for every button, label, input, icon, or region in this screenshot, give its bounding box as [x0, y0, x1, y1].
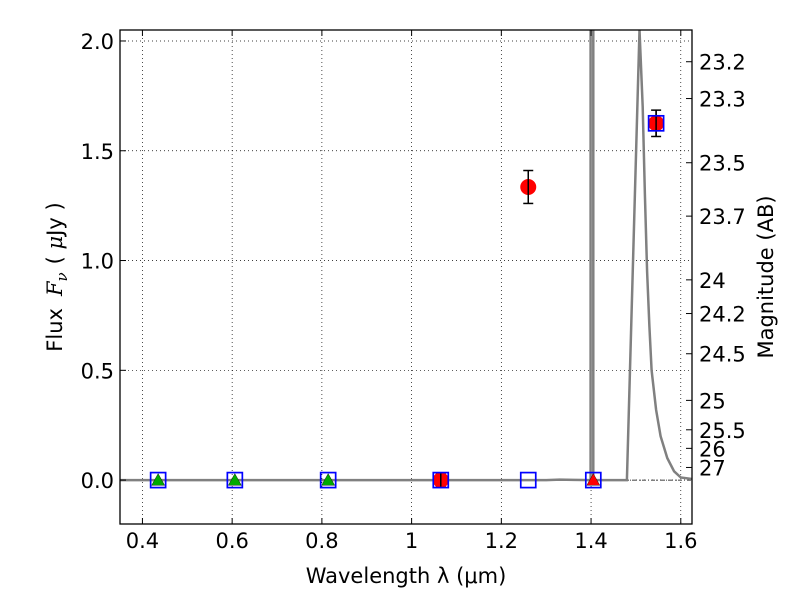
grid — [120, 30, 692, 524]
mag-tick-label: 26 — [699, 437, 726, 461]
model-flux-marker — [647, 114, 665, 132]
upper-limit-marker — [228, 473, 242, 486]
x-tick-label: 0.8 — [305, 529, 338, 553]
x-tick-label: 0.4 — [126, 529, 159, 553]
mag-tick-label: 25 — [699, 389, 726, 413]
x-tick-label: 0.6 — [215, 529, 248, 553]
mag-tick-label: 23.5 — [699, 152, 746, 176]
model-flux-marker — [432, 471, 450, 489]
x-tick-label: 1.6 — [664, 529, 697, 553]
model-flux-marker — [584, 471, 602, 489]
right-axis-label: Magnitude (AB) — [754, 195, 778, 358]
x-tick-label: 1.4 — [574, 529, 607, 553]
mag-tick-label: 23.3 — [699, 88, 746, 112]
mag-tick-label: 24.5 — [699, 343, 746, 367]
axis-ticks: 0.4 0.6 0.8 1 1.2 1.4 1.6 0.0 0.5 1.0 1.5 2.0 23.2 23… — [81, 30, 746, 553]
model-curve-layer — [120, 30, 692, 482]
plot-frame — [119, 29, 693, 525]
mag-tick-label: 23.7 — [699, 205, 746, 229]
model-flux-marker — [519, 471, 537, 489]
model-sed-curve — [120, 30, 692, 482]
y-tick-label: 2.0 — [81, 30, 114, 54]
y-tick-label: 1.5 — [81, 140, 114, 164]
upper-limit-marker — [151, 473, 165, 486]
model-flux-marker — [226, 471, 244, 489]
upper-limit-marker — [321, 473, 336, 486]
mag-tick-label: 23.2 — [699, 51, 746, 75]
mag-tick-label: 27 — [699, 456, 726, 480]
upper-limit-marker — [586, 473, 601, 486]
mag-tick-label: 24.2 — [699, 303, 746, 327]
y-tick-label: 0.5 — [81, 359, 114, 383]
y-axis-label: FluxFν( μJy ) — [43, 202, 71, 351]
x-tick-label: 1.2 — [485, 529, 518, 553]
x-axis-label: Wavelength λ (μm) — [306, 564, 507, 588]
mag-tick-label: 24 — [699, 269, 726, 293]
data-markers — [149, 109, 665, 489]
mag-tick-label: 25.5 — [699, 419, 746, 443]
x-tick-label: 1 — [405, 529, 418, 553]
model-flux-marker — [319, 471, 337, 489]
y-tick-label: 1.0 — [81, 250, 114, 274]
y-tick-label: 0.0 — [81, 469, 114, 493]
model-flux-marker — [149, 471, 167, 489]
